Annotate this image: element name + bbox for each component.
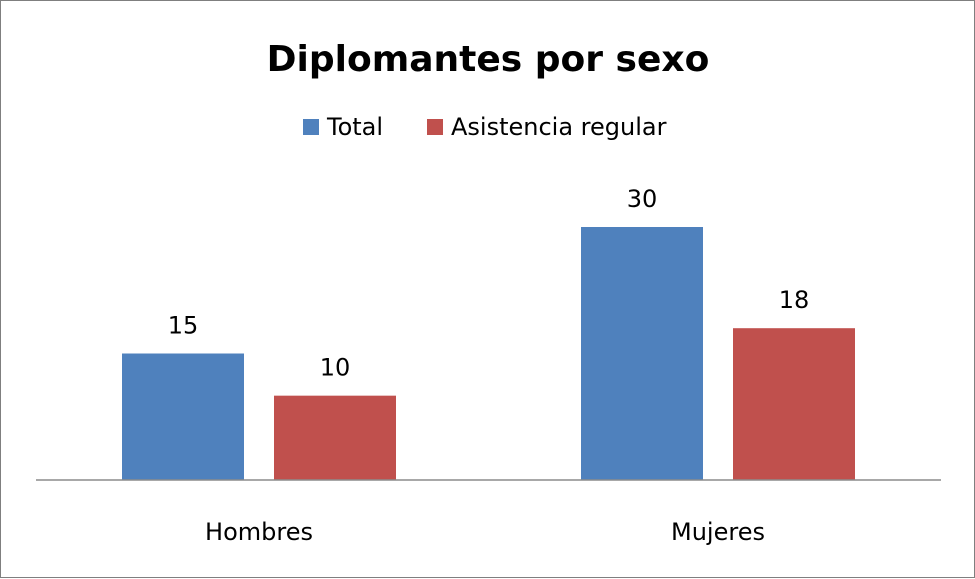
bar-hombres-total [122,353,244,480]
legend-label-asistencia-regular: Asistencia regular [451,113,667,141]
bar-mujeres-asistencia-regular [733,328,855,480]
value-label-hombres-asistencia-regular: 10 [320,354,351,382]
value-label-mujeres-asistencia-regular: 18 [779,286,810,314]
legend-label-total: Total [326,113,383,141]
category-label-hombres: Hombres [205,518,313,546]
value-label-mujeres-total: 30 [627,185,658,213]
bar-mujeres-total [581,227,703,480]
bar-hombres-asistencia-regular [274,395,396,480]
legend: Total Asistencia regular [303,113,667,141]
plot-area: 15 10 Hombres 30 18 Mujeres [122,185,855,546]
legend-swatch-asistencia-regular [427,119,443,135]
legend-swatch-total [303,119,319,135]
value-label-hombres-total: 15 [168,312,199,340]
chart-title: Diplomantes por sexo [267,39,710,80]
category-label-mujeres: Mujeres [671,518,765,546]
